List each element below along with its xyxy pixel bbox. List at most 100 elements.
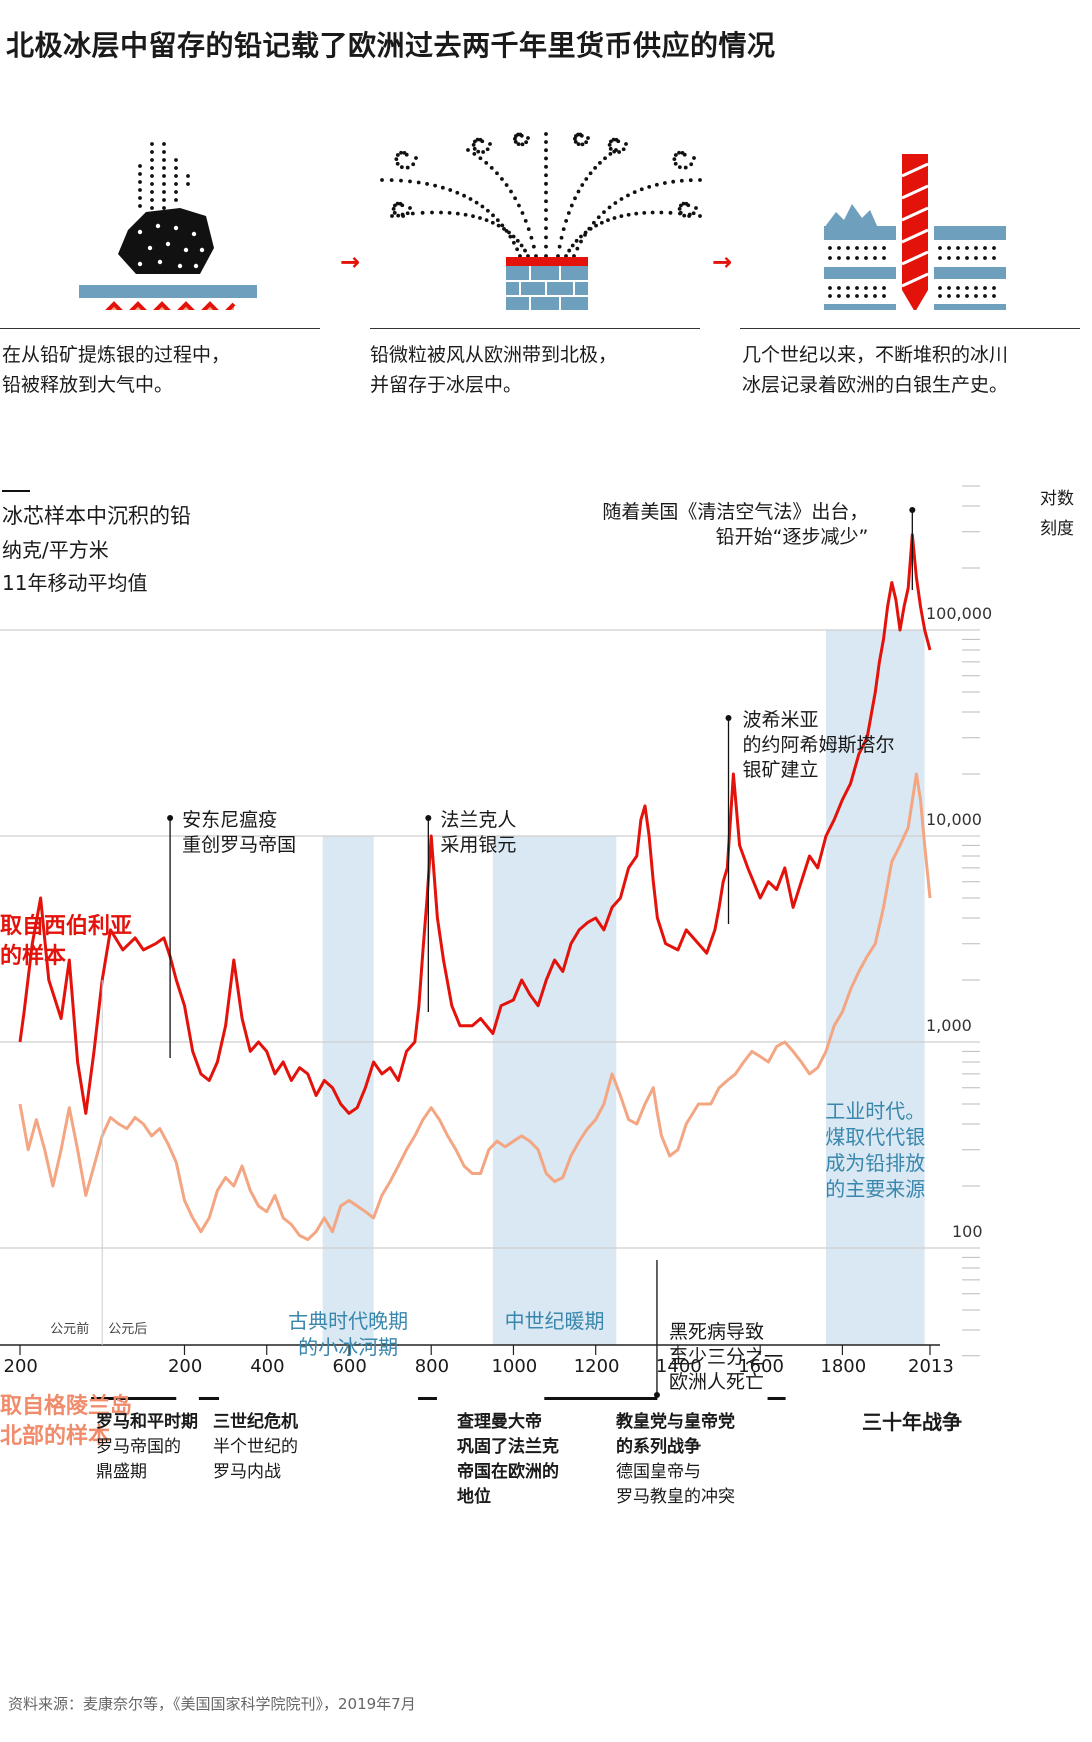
log-scale-label-1: 对数: [1040, 489, 1074, 509]
step-1-rule: [0, 328, 320, 329]
period-bar: [418, 1397, 437, 1400]
step-1-line-1: 在从铅矿提炼银的过程中，: [2, 344, 231, 366]
annotation-dot: [167, 815, 174, 821]
smoke-icon: [138, 142, 190, 226]
process-step-2: 铅微粒被风从欧洲带到北极， 并留存于冰层中。: [370, 120, 710, 420]
log-minor-ticks: [962, 485, 980, 1357]
x-tick-label: 1000: [491, 1356, 538, 1377]
x-tick-label: 200: [3, 1356, 38, 1377]
y-tick-label: 100,000: [926, 604, 993, 623]
period-label-line: 成为铅排放: [825, 1151, 926, 1175]
drill-icon: [901, 154, 929, 312]
annotation-line: 安东尼瘟疫: [182, 809, 278, 831]
x-tick-label: 200: [167, 1356, 203, 1377]
annotation-line: 采用银元: [440, 834, 517, 856]
chart-title-block: 冰芯样本中沉积的铅 纳克/平方米 11年移动平均值: [2, 490, 191, 596]
series-label-siberia-2: 的样本: [0, 944, 67, 969]
period-label-line: 工业时代。: [825, 1099, 926, 1123]
series-label-greenland-1: 取自格陵兰岛: [0, 1394, 133, 1419]
period-label-line: 煤取代代银: [825, 1125, 926, 1149]
x-tick-label: 400: [250, 1356, 285, 1377]
annotation: 随着美国《清洁空气法》出台， 铅开始“逐步减少”: [602, 500, 868, 550]
shaded-period: [825, 630, 925, 1345]
x-tick-label: 1400: [655, 1356, 702, 1377]
period-bar: [91, 1397, 177, 1400]
period-label-line: 的主要来源: [825, 1177, 926, 1201]
step-1-caption: 在从铅矿提炼银的过程中， 铅被释放到大气中。: [2, 340, 230, 400]
shaded-periods: [322, 630, 925, 1345]
x-tick-label: 2013: [908, 1356, 954, 1377]
log-scale-label: 对数 刻度: [1040, 484, 1074, 544]
series-lines: [18, 533, 932, 1241]
y-tick-label: 100: [952, 1222, 983, 1241]
historical-period-line: 巩固了法兰克: [457, 1437, 559, 1457]
y-gridlines: [0, 629, 980, 1249]
process-step-1: 在从铅矿提炼银的过程中， 铅被释放到大气中。: [0, 120, 320, 420]
series-line: [18, 772, 932, 1241]
log-scale-label-2: 刻度: [1040, 519, 1074, 539]
source-note: 资料来源：麦康奈尔等，《美国国家科学院院刊》，2019年7月: [8, 1695, 416, 1713]
step-1-line-2: 铅被释放到大气中。: [2, 374, 174, 396]
x-tick-label: 1200: [573, 1356, 620, 1377]
x-tick-label: 1600: [738, 1356, 784, 1377]
annotation-line: 波希米亚: [742, 709, 819, 731]
step-2-line-2: 并留存于冰层中。: [370, 374, 523, 396]
annotation-line: 黑死病导致: [668, 1321, 764, 1343]
historical-period-note: 教皇党与皇帝党 的系列战争 德国皇帝与 罗马教皇的冲突: [616, 1410, 735, 1510]
x-tick-label: 600: [332, 1356, 367, 1377]
page-title: 北极冰层中留存的铅记载了欧洲过去两千年里货币供应的情况: [6, 29, 776, 62]
historical-period-title: 罗马和平时期: [96, 1412, 198, 1432]
annotation-line: 重创罗马帝国: [182, 834, 297, 856]
historical-period-line: 德国皇帝与: [616, 1462, 701, 1482]
step-3-caption: 几个世纪以来，不断堆积的冰川 冰层记录着欧洲的白银生产史。: [742, 340, 1008, 400]
y-tick-label: 1,000: [926, 1016, 972, 1035]
x-tick-label: 800: [414, 1356, 450, 1377]
annotation-line: 法兰克人: [440, 809, 517, 831]
period-label: 中世纪暖期: [475, 1308, 635, 1334]
historical-period-note: 三世纪危机 半个世纪的 罗马内战: [213, 1410, 298, 1485]
step-3-rule: [740, 328, 1080, 329]
period-bar: [767, 1397, 786, 1400]
chart-note: 11年移动平均值: [2, 571, 148, 595]
historical-period-title: 教皇党与皇帝党: [616, 1412, 735, 1432]
historical-period-line: 半个世纪的: [213, 1437, 298, 1457]
historical-period-title: 三十年战争: [862, 1410, 962, 1434]
x-tick-label: 1800: [820, 1356, 867, 1377]
annotation-dot: [425, 815, 432, 821]
annotation-line: 欧洲人死亡: [668, 1371, 764, 1393]
period-label: 古典时代晚期 的小冰河期: [268, 1308, 428, 1360]
annotation-dot: [725, 715, 732, 721]
period-bar: [544, 1397, 658, 1400]
annotation: 黑死病导致至少三分之一 欧洲人死亡: [669, 1320, 783, 1395]
title-rule: [2, 490, 30, 492]
annotation-dot: [653, 1392, 660, 1398]
historical-period-title: 查理曼大帝: [457, 1412, 542, 1432]
era-label-bc: 公元前: [50, 1322, 90, 1337]
smelting-plate: [79, 285, 257, 298]
wind-dots-icon: [380, 132, 702, 258]
historical-period-line: 地位: [457, 1487, 491, 1507]
historical-period-line: 帝国在欧洲的: [457, 1462, 559, 1482]
historical-period-note: 罗马和平时期 罗马帝国的 鼎盛期: [96, 1410, 198, 1485]
historical-period-note: 查理曼大帝巩固了法兰克 帝国在欧洲的 地位: [457, 1410, 559, 1510]
chart-unit: 纳克/平方米: [2, 538, 109, 562]
chart-title: 冰芯样本中沉积的铅: [2, 504, 191, 528]
annotation-line: 银矿建立: [742, 759, 819, 781]
annotation-line: 的约阿希姆斯塔尔: [742, 734, 895, 756]
step-3-line-1: 几个世纪以来，不断堆积的冰川: [742, 344, 1009, 366]
annotation-line: 铅开始“逐步减少”: [715, 526, 869, 548]
y-tick-label: 10,000: [926, 810, 982, 829]
x-axis: [0, 980, 940, 1355]
annotation: 法兰克人 采用银元: [440, 808, 516, 858]
shaded-period: [322, 836, 374, 1345]
shaded-period: [492, 836, 617, 1345]
historical-period-note: 三十年战争: [862, 1410, 962, 1435]
annotation: 安东尼瘟疫重创罗马帝国: [182, 808, 296, 858]
historical-period-line: 罗马教皇的冲突: [616, 1487, 735, 1507]
series-label-siberia-1: 取自西伯利亚: [0, 914, 133, 939]
step-2-caption: 铅微粒被风从欧洲带到北极， 并留存于冰层中。: [370, 340, 617, 400]
era-label-ad: 公元后: [108, 1322, 148, 1337]
annotation-line: 至少三分之一: [668, 1346, 783, 1368]
series-label-greenland: 取自格陵兰岛 北部的样本: [0, 1392, 132, 1452]
